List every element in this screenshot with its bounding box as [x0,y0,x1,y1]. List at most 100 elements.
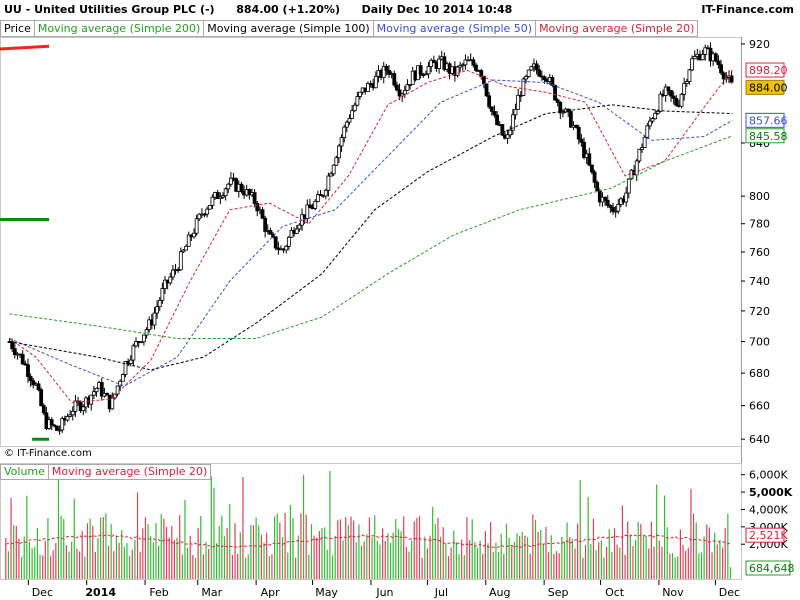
candle-body [402,90,407,95]
candle-body [94,387,99,393]
candle-body [39,389,44,406]
candle-body [347,117,352,123]
price-value-label-box [745,79,785,95]
candle-body [142,334,146,343]
candle-body [487,95,492,108]
y-tick-label: 700 [749,336,770,349]
candle-body [608,205,613,208]
candle-body [52,424,57,427]
candle-body [186,234,191,247]
candle-body [574,125,579,128]
candle-body [57,429,62,432]
candle-body [255,203,260,212]
candle-body [218,196,223,199]
candlesticks [7,42,734,435]
x-tick-label: Dec [32,586,53,599]
candle-body [155,306,160,314]
candle-body [553,84,557,101]
candle-body [721,72,726,80]
value-labels: 898.20 884.00 857.66 845.58 2,521K 684,648 [745,62,795,576]
candle-body [373,75,378,89]
legend-volume[interactable]: Volume [0,464,49,480]
candle-body [640,147,644,150]
legend-ma200[interactable]: Moving average (Simple 200) [34,20,205,37]
candle-body [479,70,484,77]
candle-body [524,76,528,80]
y-tick-label: 640 [749,433,770,446]
candle-body [590,164,594,173]
candle-body [684,81,689,84]
legend-ma50[interactable]: Moving average (Simple 50) [373,20,537,37]
candle-body [426,66,431,75]
candle-body [595,181,600,191]
candle-body [463,59,468,66]
x-tick-label: Nov [662,586,684,599]
candle-body [178,251,183,271]
candle-body [99,382,104,397]
candle-body [366,82,370,93]
legend-volume-ma20[interactable]: Moving average (Simple 20) [48,464,212,480]
candle-body [60,418,65,431]
legend-ma100[interactable]: Moving average (Simple 100) [204,20,374,37]
candle-body [516,94,521,110]
candle-body [550,77,555,86]
candle-body [605,199,610,206]
x-tick-label: Aug [489,586,510,599]
candle-body [529,66,534,71]
candle-body [555,99,560,103]
candle-body [442,56,447,70]
candle-body [210,196,215,206]
candle-body [400,93,405,97]
legend-ma20[interactable]: Moving average (Simple 20) [536,20,699,37]
candle-body [70,410,75,416]
candle-body [221,195,225,198]
candle-body [207,204,212,210]
candle-body [613,210,618,213]
candle-body [342,126,347,138]
candle-body [268,230,273,235]
candle-body [358,91,362,97]
candle-body [215,192,220,199]
candle-body [663,86,668,96]
volume-legend: Volume Moving average (Simple 20) [0,464,212,480]
instrument-name: United Utilities Group PLC (-) [34,3,215,16]
candle-body [431,59,436,64]
candle-body [28,376,33,382]
candle-body [692,56,697,60]
candle-body [437,58,441,69]
candle-body [194,218,199,234]
candle-body [611,206,615,212]
candle-body [508,129,513,136]
candle-body [558,102,563,114]
volume-value-label: 684,648 [749,562,795,575]
candle-body [65,415,70,421]
candle-body [26,364,30,377]
candle-body [12,348,17,355]
y-tick-label: 740 [749,275,770,288]
candle-body [489,106,494,112]
candle-body [568,111,573,128]
candle-body [273,236,278,249]
candle-body [484,83,489,97]
candle-body [184,245,188,251]
ma100-line [9,104,733,371]
candle-body [579,138,584,143]
y-axis: 6406606807007207407607808008409206,000K5… [741,38,793,551]
volume-panel-frame [0,463,742,580]
candle-body [36,383,41,391]
y-tick-label: 680 [749,367,770,380]
candle-body [690,58,694,71]
candle-body [384,65,389,71]
y-tick-label: 720 [749,305,770,318]
legend-price[interactable]: Price [0,20,35,37]
x-tick-label: Oct [605,586,625,599]
candle-body [144,329,149,336]
x-tick-label: May [315,586,338,599]
candle-body [474,64,478,71]
candle-body [655,110,660,114]
candle-body [239,183,244,192]
candle-body [392,73,397,86]
candle-body [115,385,120,395]
period: Daily [361,3,393,16]
